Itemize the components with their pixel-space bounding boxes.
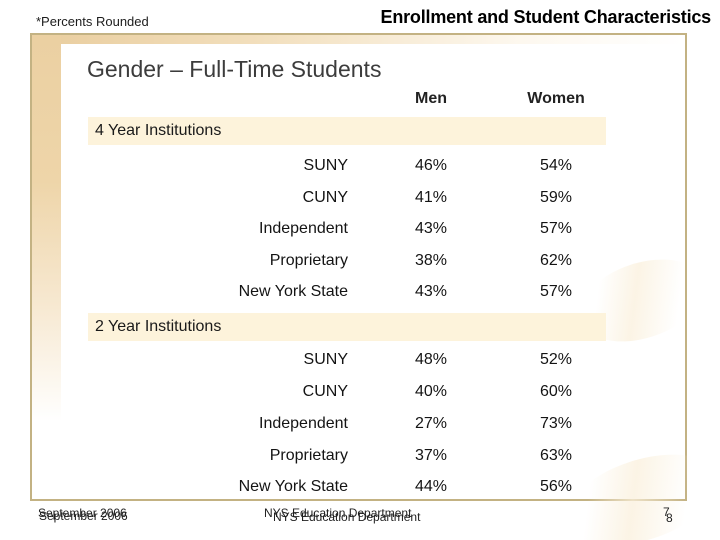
women-value: 57%	[516, 283, 596, 301]
women-value: 59%	[516, 189, 596, 207]
row-label: CUNY	[98, 189, 348, 207]
row-label: New York State	[98, 478, 348, 496]
row-label: Independent	[98, 220, 348, 238]
slide: *Percents Rounded Enrollment and Student…	[0, 0, 720, 540]
men-value: 27%	[391, 415, 471, 433]
men-value: 38%	[391, 252, 471, 270]
percents-rounded-note: *Percents Rounded	[36, 14, 149, 29]
left-gradient-band	[32, 35, 61, 455]
top-gradient-band	[32, 35, 685, 44]
column-header-women: Women	[516, 90, 596, 108]
row-label: Proprietary	[98, 447, 348, 465]
section-header-2-year: 2 Year Institutions	[88, 313, 606, 341]
section-header-4-year: 4 Year Institutions	[88, 117, 606, 145]
men-value: 43%	[391, 220, 471, 238]
women-value: 62%	[516, 252, 596, 270]
women-value: 54%	[516, 157, 596, 175]
women-value: 73%	[516, 415, 596, 433]
presentation-header-title: Enrollment and Student Characteristics	[381, 7, 711, 28]
row-label: SUNY	[98, 351, 348, 369]
men-value: 37%	[391, 447, 471, 465]
row-label: Independent	[98, 415, 348, 433]
slide-title: Gender – Full-Time Students	[87, 56, 381, 83]
row-label: CUNY	[98, 383, 348, 401]
men-value: 48%	[391, 351, 471, 369]
women-value: 52%	[516, 351, 596, 369]
row-label: New York State	[98, 283, 348, 301]
women-value: 56%	[516, 478, 596, 496]
women-value: 63%	[516, 447, 596, 465]
women-value: 57%	[516, 220, 596, 238]
row-label: Proprietary	[98, 252, 348, 270]
row-label: SUNY	[98, 157, 348, 175]
men-value: 41%	[391, 189, 471, 207]
men-value: 40%	[391, 383, 471, 401]
women-value: 60%	[516, 383, 596, 401]
page-number-ghost: 8	[666, 511, 673, 525]
men-value: 43%	[391, 283, 471, 301]
footer-org-ghost: NYS Education Department	[273, 510, 420, 524]
footer-date-ghost: September 2006	[39, 509, 128, 523]
column-header-men: Men	[391, 90, 471, 108]
men-value: 46%	[391, 157, 471, 175]
men-value: 44%	[391, 478, 471, 496]
